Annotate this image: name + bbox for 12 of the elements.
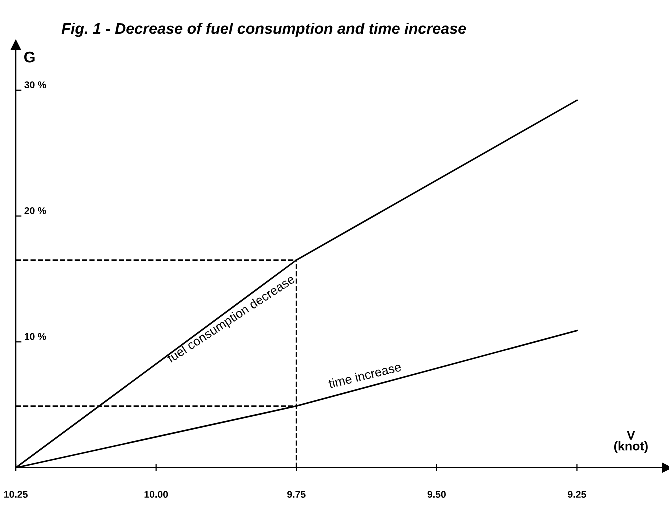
text: time increase	[328, 362, 402, 389]
x-tick-label: 9.75	[288, 491, 306, 498]
y-axis-title: G	[24, 52, 35, 63]
chart-title: Fig. 1 - Decrease of fuel consumption and time increase	[62, 22, 466, 38]
x-tick-label: 10.00	[144, 491, 168, 498]
x-tick-label: 9.25	[568, 491, 586, 498]
y-tick-label: 30 %	[24, 82, 46, 89]
x-tick-label: 9.50	[428, 491, 446, 498]
x-axis-title: V (knot)	[614, 431, 648, 454]
y-tick-label: 20 %	[24, 207, 46, 214]
y-tick-label: 10 %	[25, 333, 46, 340]
x-tick-label: 10.25	[4, 491, 28, 498]
